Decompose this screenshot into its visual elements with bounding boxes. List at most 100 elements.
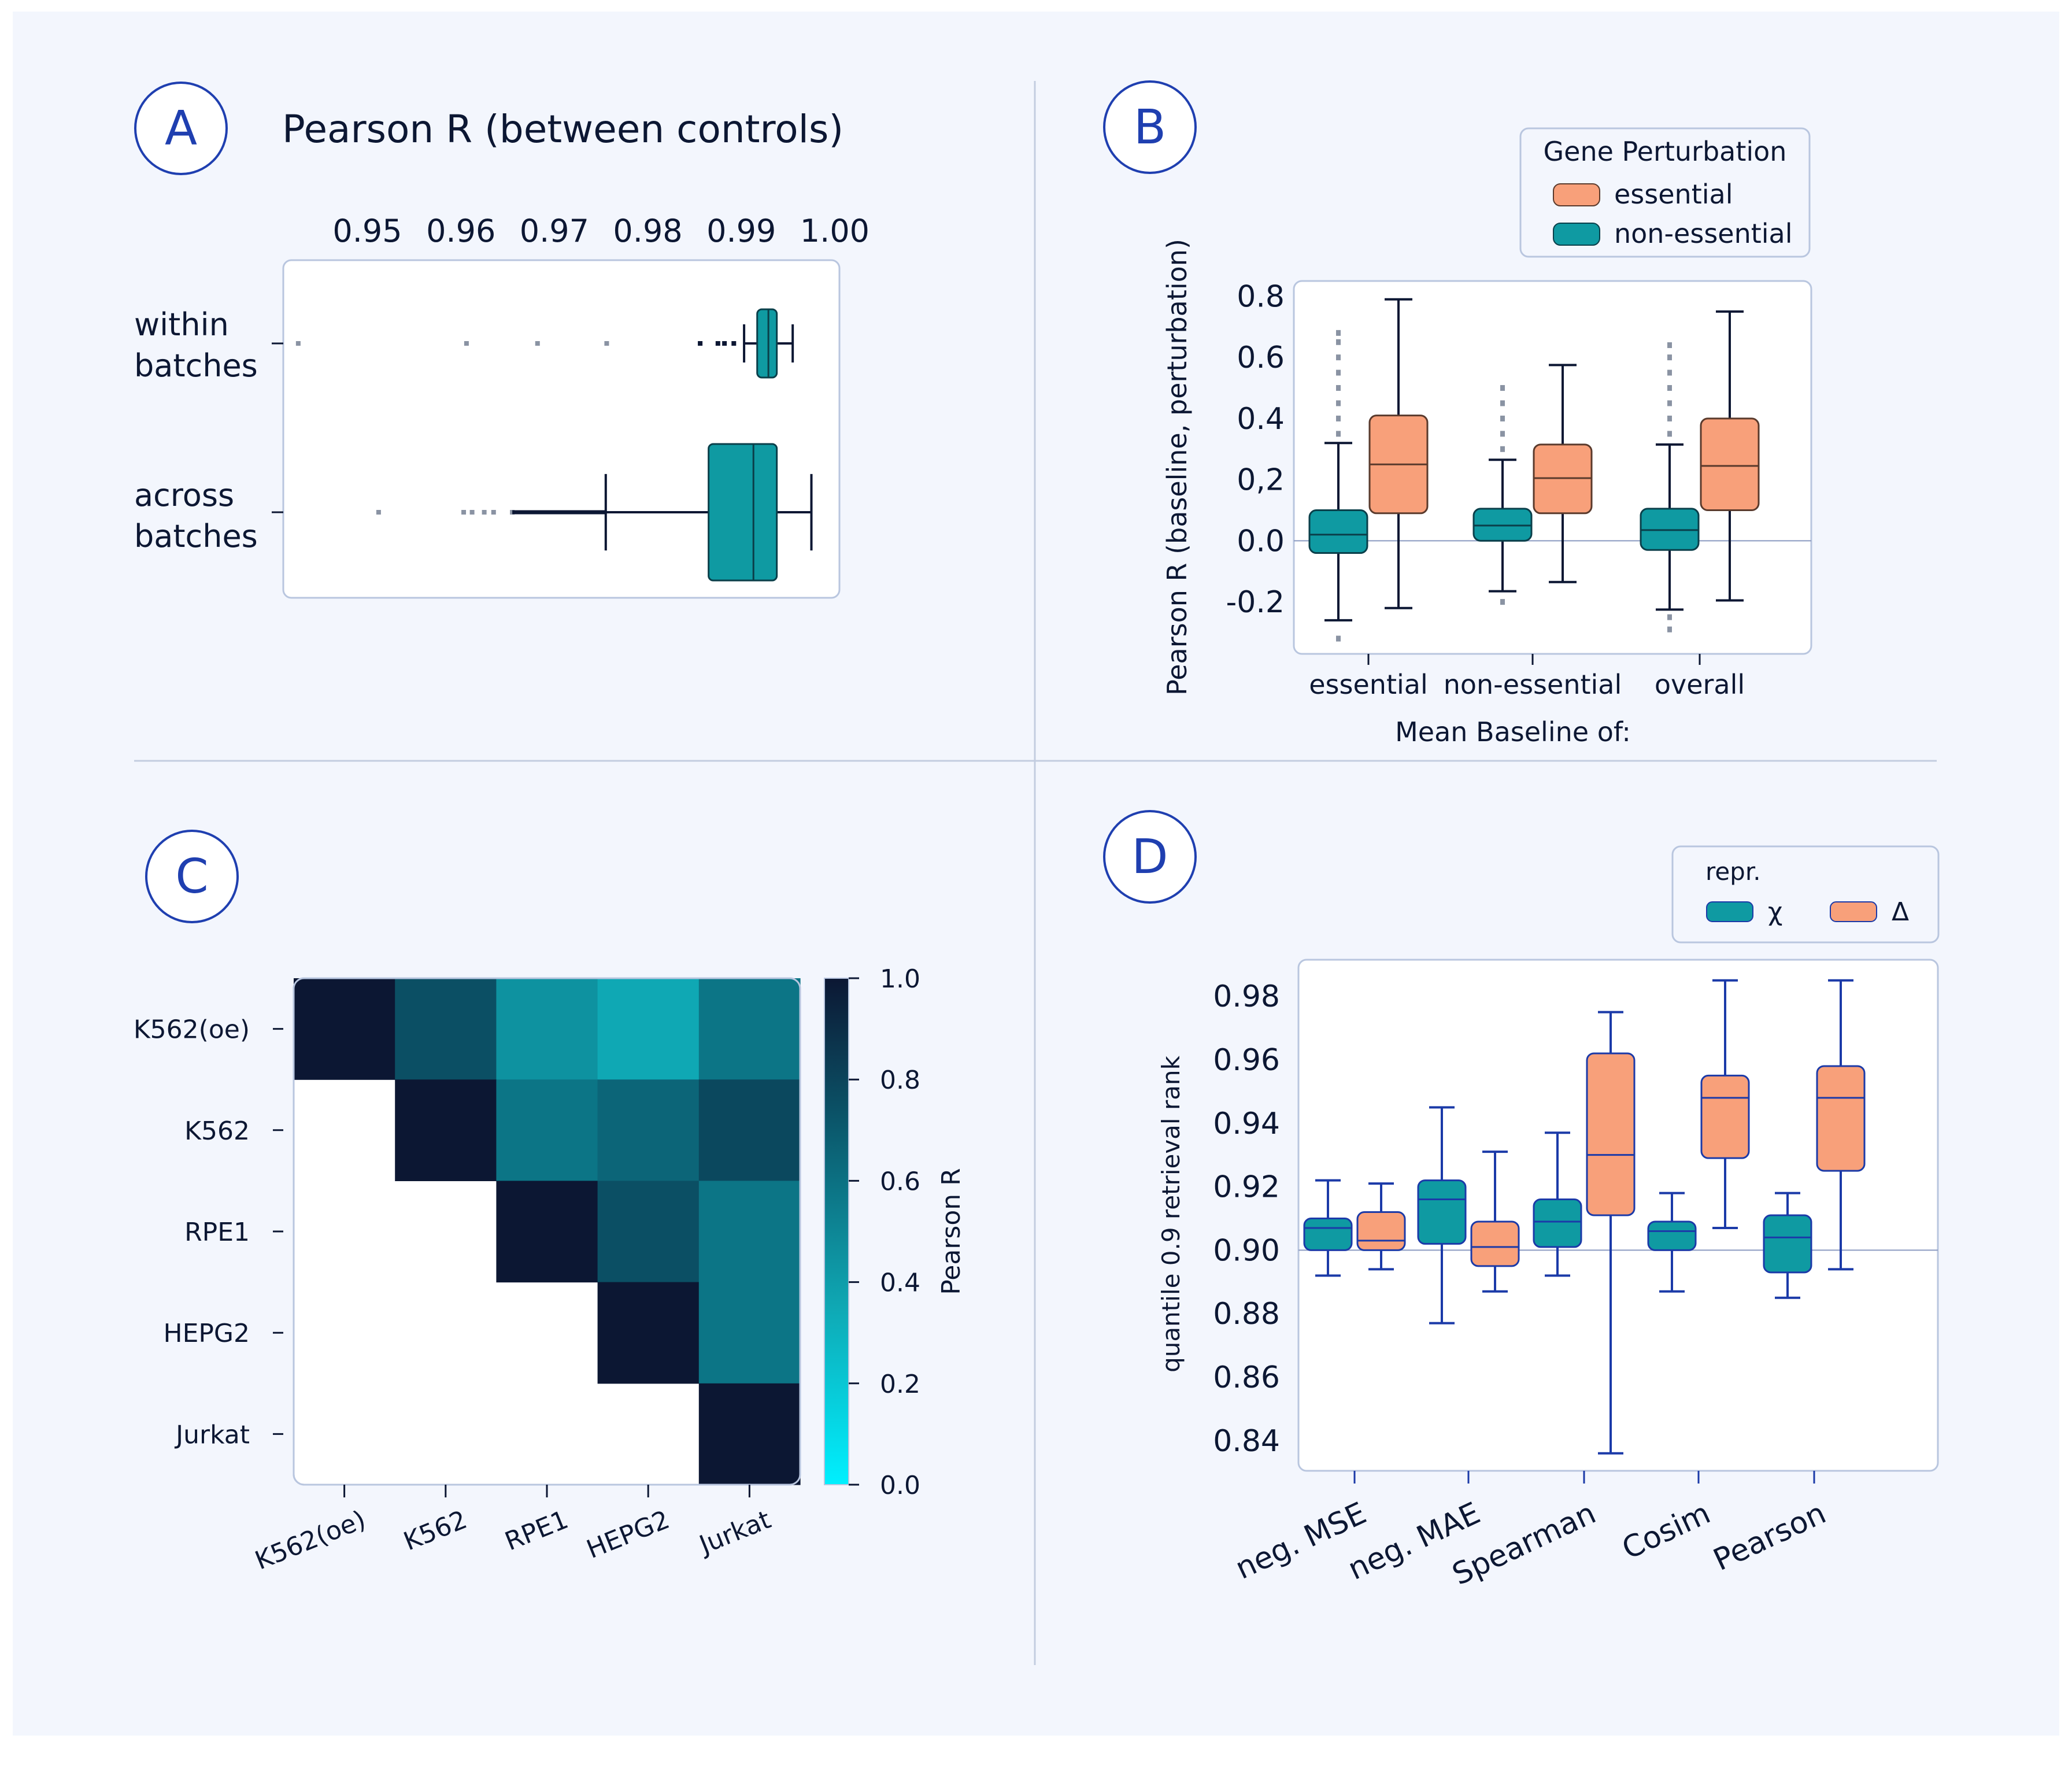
panel-b-axes: 0.8 0.6 0.4 0,2 0.0 -0.2 essential non-essentia… xyxy=(1226,279,1811,700)
panel-d-legend-label: Δ xyxy=(1892,897,1909,927)
panel-c-colorbar-tick-label: 1.0 xyxy=(880,964,920,994)
panel-b-y-tick-label: 0.0 xyxy=(1237,524,1285,558)
panel-b-outlier xyxy=(1336,369,1341,376)
panel-b-outlier xyxy=(1667,342,1672,349)
panel-a-outlier xyxy=(376,510,381,515)
panel-a-outlier xyxy=(698,341,703,346)
panel-d-legend-swatch-chi xyxy=(1706,901,1753,922)
panel-a-x-tick-label: 1.00 xyxy=(800,213,870,249)
panel-c-heatmap-cell xyxy=(395,1079,497,1181)
panel-b-outlier xyxy=(1336,385,1341,391)
panel-b-x-axis-label: Mean Baseline of: xyxy=(1395,716,1631,748)
panel-a-title: Pearson R (between controls) xyxy=(282,107,843,151)
panel-b-outlier xyxy=(1500,599,1505,605)
panel-a: Pearson R (between controls) 0.95 0.96 0.9… xyxy=(134,107,870,599)
panel-b-x-tick-label: overall xyxy=(1655,669,1745,700)
panel-d-y-tick-label: 0.98 xyxy=(1213,979,1280,1014)
panel-a-x-tick-label: 0.95 xyxy=(332,213,402,249)
panel-d-box xyxy=(1816,1065,1866,1172)
panel-b-x-tick-label: essential xyxy=(1309,669,1427,700)
panel-b-outlier xyxy=(1336,330,1341,336)
panel-d-y-tick-label: 0.92 xyxy=(1213,1170,1280,1205)
panel-c-colorbar-tick-label: 0.4 xyxy=(880,1268,920,1298)
panel-c-heatmap-cell xyxy=(496,978,598,1080)
panel-b-box xyxy=(1700,417,1760,512)
panel-a-category-label: within xyxy=(134,306,229,343)
panel-a-outlier xyxy=(731,341,737,346)
panel-c-y-tick-label: K562(oe) xyxy=(134,1015,250,1045)
panel-d-y-tick-label: 0.94 xyxy=(1213,1107,1280,1141)
panel-c-colorbar-label: Pearson R xyxy=(937,1168,966,1294)
panel-b-outlier xyxy=(1667,415,1672,421)
panel-b-outlier xyxy=(1500,400,1505,406)
panel-d-box xyxy=(1417,1179,1467,1245)
panel-a-outlier xyxy=(535,341,540,346)
panel-label-d: D xyxy=(1103,810,1197,904)
panel-c-heatmap-cell xyxy=(496,1181,598,1283)
panel-c-colorbar xyxy=(824,978,849,1485)
panel-a-x-ticks: 0.95 0.96 0.97 0.98 0.99 1.00 xyxy=(332,213,870,249)
panel-c-heatmap-cell xyxy=(597,1181,700,1283)
panel-c-heatmap-cell xyxy=(698,1079,801,1181)
panel-b-x-tick-label: non-essential xyxy=(1444,669,1622,700)
panel-a-x-tick-label: 0.99 xyxy=(706,213,776,249)
panel-c-y-tick-label: K562 xyxy=(184,1116,250,1146)
panel-b-outlier xyxy=(1336,415,1341,421)
panel-d-y-tick-label: 0.84 xyxy=(1213,1424,1280,1459)
panel-c-colorbar-tick-label: 0.0 xyxy=(880,1471,920,1500)
panel-d-boxes xyxy=(1303,979,1866,1455)
panel-a-x-tick-label: 0.96 xyxy=(426,213,495,249)
panel-c-heatmap-cell xyxy=(698,1282,801,1384)
panel-d-y-tick-label: 0.88 xyxy=(1213,1297,1280,1331)
panel-d-box xyxy=(1586,1052,1636,1216)
panel-a-outlier xyxy=(469,510,475,515)
panel-label-a-text: A xyxy=(165,101,197,156)
panel-label-b-text: B xyxy=(1134,100,1166,155)
panel-d-box xyxy=(1303,1217,1353,1251)
panel-c-heatmap-cell xyxy=(597,1079,700,1181)
panel-d: repr. χ Δ 0.98 0.96 0.94 0.92 0.90 0.88 0.86 0.… xyxy=(1157,845,1940,1592)
panel-b-outlier xyxy=(1336,400,1341,406)
panel-c-heatmap-cell xyxy=(698,1181,801,1283)
panel-b-y-tick-label: 0.8 xyxy=(1237,279,1285,314)
panel-d-y-tick-label: 0.86 xyxy=(1213,1360,1280,1395)
panel-a-outlier xyxy=(491,510,496,515)
panel-b-outlier xyxy=(1667,431,1672,437)
panel-b-y-tick-label: 0.6 xyxy=(1237,341,1285,375)
panel-b-legend-swatch-non-essential xyxy=(1553,223,1600,246)
panel-b-outlier xyxy=(1336,354,1341,361)
panel-d-legend: repr. χ Δ xyxy=(1671,845,1940,944)
panel-c-heatmap-cell xyxy=(496,1079,598,1181)
panel-d-box xyxy=(1647,1220,1697,1251)
panel-a-outlier xyxy=(295,341,301,346)
panel-a-x-tick-label: 0.97 xyxy=(520,213,589,249)
panel-b-legend-label: non-essential xyxy=(1614,218,1793,249)
panel-label-c: C xyxy=(145,830,239,923)
panel-d-legend-label: χ xyxy=(1768,897,1782,927)
panel-c-heatmap-cell xyxy=(597,978,700,1080)
panel-c-y-tick-label: HEPG2 xyxy=(163,1319,250,1348)
panel-a-outlier xyxy=(461,510,467,515)
panel-c-heatmap-cell xyxy=(698,1383,801,1485)
panel-b-outlier xyxy=(1500,446,1505,452)
panel-a-outlier xyxy=(715,341,720,346)
panel-c-colorbar-tick-label: 0.8 xyxy=(880,1066,920,1095)
panel-a-category-label: batches xyxy=(134,518,258,554)
panel-d-box xyxy=(1700,1074,1750,1159)
panel-b-outlier xyxy=(1667,626,1672,632)
panel-b-y-tick-label: -0.2 xyxy=(1226,585,1285,620)
panel-b-outlier xyxy=(1667,385,1672,391)
panel-a-outlier xyxy=(722,341,727,346)
panel-d-box xyxy=(1356,1211,1406,1251)
panel-d-legend-swatch-delta xyxy=(1830,901,1877,922)
panel-c-heatmap-cell xyxy=(294,978,395,1080)
panel-c-heatmap-cell xyxy=(395,978,497,1080)
panel-label-c-text: C xyxy=(175,849,208,904)
panel-b-outlier xyxy=(1667,614,1672,620)
panel-b-legend-swatch-essential xyxy=(1553,183,1600,206)
panel-b-y-tick-label: 0,2 xyxy=(1237,463,1285,498)
panel-b-outlier xyxy=(1667,354,1672,361)
panel-a-x-tick-label: 0.98 xyxy=(613,213,682,249)
panel-a-category-label: batches xyxy=(134,347,258,384)
